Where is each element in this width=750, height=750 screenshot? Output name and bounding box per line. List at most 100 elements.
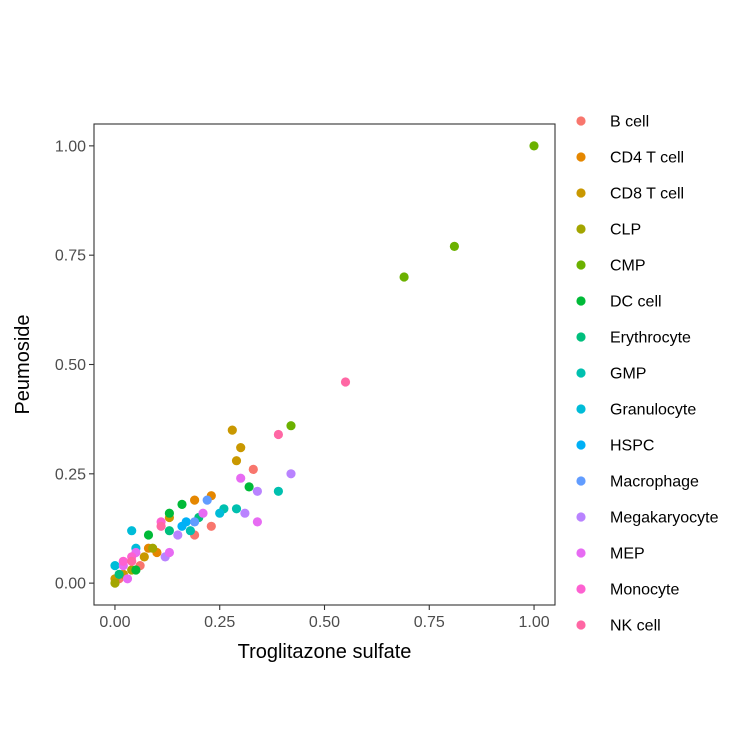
data-point (122, 574, 133, 584)
legend: B cell CD4 T cell CD8 T cell CLP CMP DC cell E… (576, 114, 719, 635)
legend-item: Erythrocyte (576, 330, 691, 347)
data-point (118, 556, 128, 566)
data-point (198, 508, 208, 518)
x-tick-label: 0.00 (99, 614, 130, 631)
legend-key (576, 152, 586, 162)
legend-item: DC cell (576, 294, 662, 311)
data-point (449, 241, 459, 251)
data-point (202, 495, 212, 505)
x-tick-label: 0.50 (309, 614, 340, 631)
legend-item: CD8 T cell (576, 186, 684, 203)
legend-key (576, 476, 586, 486)
legend-key (576, 584, 586, 594)
legend-item: Macrophage (576, 474, 699, 491)
x-axis: 0.00 0.25 0.50 0.75 1.00 (99, 605, 550, 631)
data-point (244, 482, 254, 492)
legend-label: MEP (610, 546, 645, 563)
data-point (273, 429, 283, 440)
data-point (286, 421, 296, 431)
legend-key (576, 620, 586, 630)
data-point (110, 578, 120, 588)
data-point (240, 508, 250, 518)
legend-label: Monocyte (610, 582, 679, 599)
data-point (252, 486, 262, 496)
legend-key (576, 512, 586, 522)
data-point (114, 569, 124, 580)
legend-label: Megakaryocyte (610, 510, 719, 527)
data-point (529, 141, 539, 151)
data-point (131, 565, 141, 575)
legend-item: HSPC (576, 438, 654, 455)
legend-label: HSPC (610, 438, 654, 455)
legend-key (576, 440, 586, 450)
legend-item: Megakaryocyte (576, 510, 719, 527)
legend-label: B cell (610, 114, 649, 131)
legend-label: CLP (610, 222, 641, 239)
legend-key (576, 116, 586, 126)
data-point (252, 517, 262, 527)
data-point (399, 272, 409, 282)
data-point (127, 556, 137, 566)
data-point (177, 499, 187, 509)
legend-item: Granulocyte (576, 402, 696, 419)
legend-key (576, 224, 586, 234)
y-tick-label: 0.25 (55, 466, 86, 483)
data-point (231, 456, 242, 466)
data-point (148, 543, 158, 553)
legend-key (576, 368, 586, 378)
data-point (286, 469, 296, 479)
legend-item: CD4 T cell (576, 150, 684, 167)
data-point (206, 521, 216, 531)
legend-key (576, 404, 586, 414)
data-point (190, 495, 200, 505)
legend-label: Erythrocyte (610, 330, 691, 347)
data-point (164, 526, 174, 536)
legend-key (576, 188, 586, 198)
legend-item: MEP (576, 546, 645, 563)
y-tick-label: 0.50 (55, 357, 86, 374)
data-point (340, 377, 351, 387)
legend-key (576, 332, 586, 342)
data-point (236, 443, 246, 453)
legend-label: NK cell (610, 618, 661, 635)
x-tick-label: 1.00 (518, 614, 549, 631)
legend-item: CLP (576, 222, 641, 239)
data-point (185, 526, 195, 536)
legend-item: NK cell (576, 618, 661, 635)
data-point (236, 473, 246, 483)
x-axis-title: Troglitazone sulfate (238, 641, 412, 663)
legend-label: GMP (610, 366, 646, 383)
legend-label: DC cell (610, 294, 662, 311)
legend-label: CMP (610, 258, 646, 275)
legend-key (576, 548, 586, 558)
legend-item: B cell (576, 114, 649, 131)
y-tick-label: 0.75 (55, 248, 86, 265)
legend-item: CMP (576, 258, 646, 275)
legend-key (576, 260, 586, 270)
y-tick-label: 0.00 (55, 576, 86, 593)
points-layer (110, 141, 539, 588)
data-point (248, 464, 258, 474)
data-point (164, 508, 174, 518)
data-point (156, 521, 166, 531)
data-point (177, 521, 187, 531)
legend-label: CD8 T cell (610, 186, 684, 203)
data-point (173, 530, 183, 540)
plot-panel-border (93, 123, 556, 606)
data-point (164, 547, 174, 558)
legend-key (576, 296, 586, 306)
legend-label: Macrophage (610, 474, 699, 491)
y-tick-label: 1.00 (55, 138, 86, 155)
data-point (273, 486, 283, 496)
data-point (110, 561, 120, 571)
data-point (127, 526, 137, 536)
data-point (190, 517, 200, 527)
legend-item: Monocyte (576, 582, 679, 599)
data-point (143, 530, 154, 540)
data-point (231, 504, 242, 514)
y-axis: 0.00 0.25 0.50 0.75 1.00 (55, 138, 94, 593)
data-point (215, 508, 225, 518)
data-point (227, 425, 237, 435)
legend-label: CD4 T cell (610, 150, 684, 167)
